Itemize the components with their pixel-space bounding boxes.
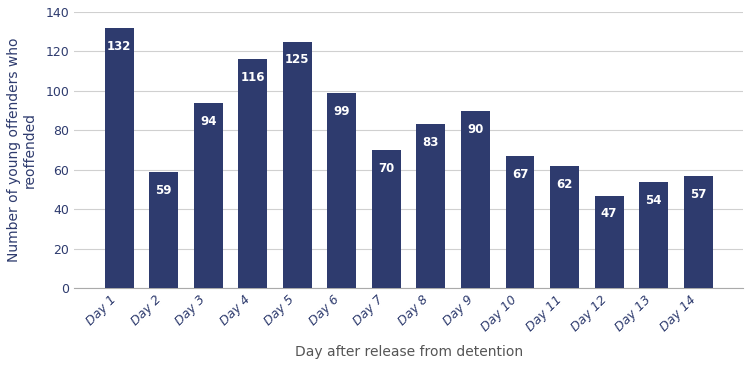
Text: 116: 116 bbox=[241, 71, 265, 84]
Text: 132: 132 bbox=[107, 40, 131, 53]
Text: 83: 83 bbox=[423, 136, 439, 149]
Bar bbox=[238, 59, 267, 288]
Bar bbox=[550, 166, 579, 288]
Bar bbox=[283, 42, 312, 288]
Bar bbox=[104, 28, 134, 288]
Bar bbox=[595, 195, 623, 288]
Text: 59: 59 bbox=[155, 184, 172, 197]
Text: 94: 94 bbox=[200, 115, 217, 128]
Bar bbox=[461, 111, 490, 288]
Y-axis label: Number of young offenders who
reoffended: Number of young offenders who reoffended bbox=[7, 38, 38, 262]
Bar bbox=[684, 176, 712, 288]
Bar bbox=[372, 150, 400, 288]
Text: 99: 99 bbox=[334, 105, 350, 118]
X-axis label: Day after release from detention: Day after release from detention bbox=[295, 345, 523, 359]
Text: 57: 57 bbox=[690, 188, 706, 201]
Bar bbox=[194, 103, 223, 288]
Text: 47: 47 bbox=[601, 208, 617, 220]
Text: 125: 125 bbox=[285, 53, 310, 66]
Bar bbox=[506, 156, 535, 288]
Bar bbox=[639, 182, 668, 288]
Text: 90: 90 bbox=[467, 123, 484, 135]
Bar bbox=[327, 93, 356, 288]
Bar bbox=[416, 124, 446, 288]
Text: 70: 70 bbox=[378, 162, 394, 175]
Text: 62: 62 bbox=[556, 178, 573, 191]
Text: 54: 54 bbox=[646, 194, 662, 206]
Text: 67: 67 bbox=[512, 168, 528, 181]
Bar bbox=[149, 172, 178, 288]
